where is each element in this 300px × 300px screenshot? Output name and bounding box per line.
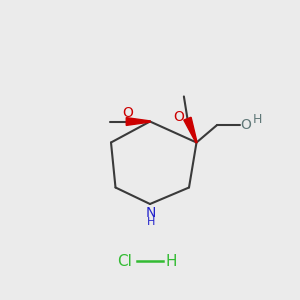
Text: O: O [241,118,252,132]
Text: H: H [146,217,155,227]
Text: H: H [253,113,262,126]
Text: Cl: Cl [117,254,132,268]
Text: N: N [146,206,156,220]
Text: O: O [174,110,184,124]
Polygon shape [126,118,150,125]
Text: H: H [166,254,177,268]
Polygon shape [184,117,197,143]
Text: O: O [122,106,133,120]
